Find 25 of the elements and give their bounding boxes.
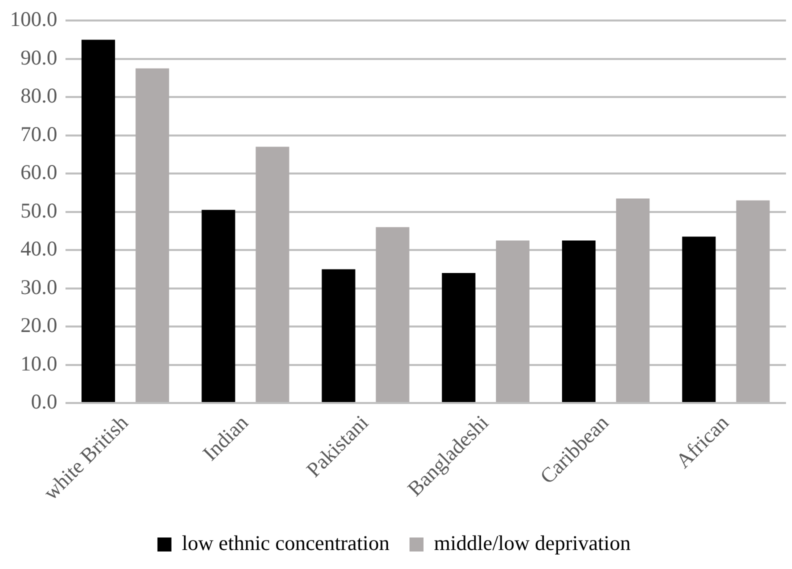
legend-label: middle/low deprivation bbox=[434, 531, 632, 556]
bar bbox=[496, 240, 530, 402]
y-tick-label: 20.0 bbox=[20, 313, 58, 338]
y-tick-label: 80.0 bbox=[20, 84, 58, 108]
bar bbox=[442, 273, 476, 402]
bar bbox=[202, 210, 236, 402]
bar bbox=[616, 198, 650, 402]
bar bbox=[682, 236, 716, 402]
y-tick-label: 100.0 bbox=[10, 7, 58, 32]
y-tick-label: 70.0 bbox=[20, 122, 58, 146]
legend-label: low ethnic concentration bbox=[182, 531, 390, 556]
bar bbox=[82, 40, 116, 402]
y-tick-label: 10.0 bbox=[20, 351, 58, 376]
y-tick-label: 40.0 bbox=[20, 236, 58, 261]
bar bbox=[322, 269, 356, 402]
bar bbox=[376, 227, 410, 402]
bar bbox=[256, 146, 290, 402]
y-tick-label: 90.0 bbox=[20, 45, 58, 70]
y-tick-label: 0.0 bbox=[31, 390, 58, 414]
bar bbox=[562, 240, 596, 402]
y-tick-label: 60.0 bbox=[20, 160, 58, 184]
bar bbox=[736, 200, 770, 402]
y-tick-label: 30.0 bbox=[20, 274, 58, 299]
y-tick-label: 50.0 bbox=[20, 198, 58, 222]
bar bbox=[136, 68, 170, 402]
